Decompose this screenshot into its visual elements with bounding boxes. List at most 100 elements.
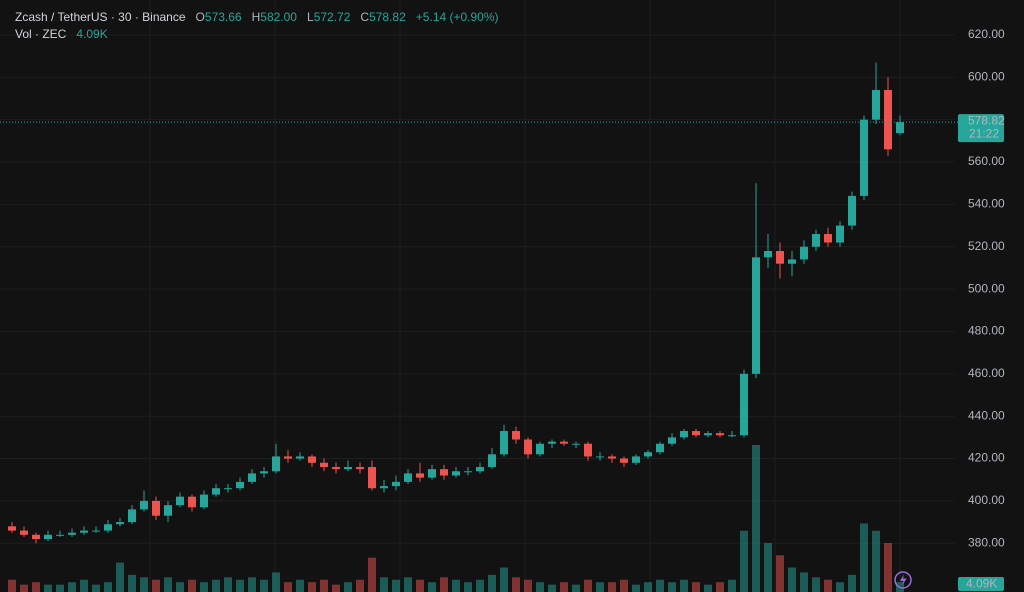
candle-body (680, 431, 688, 438)
candle-body (464, 471, 472, 473)
candle-body (800, 246, 808, 260)
y-tick-label: 620.00 (968, 27, 1005, 41)
low-value: 572.72 (313, 10, 351, 24)
volume-bar (68, 582, 76, 592)
candle-body (500, 431, 508, 455)
candle-body (212, 488, 220, 495)
candle-body (548, 441, 556, 444)
volume-bar (368, 557, 376, 592)
volume-bar (788, 567, 796, 592)
candle-body (140, 500, 148, 510)
candle-body (68, 532, 76, 535)
candle-body (884, 90, 892, 150)
volume-bar (380, 577, 388, 592)
candle-body (56, 534, 64, 536)
last-price-label: 578.82 (968, 113, 1005, 127)
y-tick-label: 560.00 (968, 154, 1005, 168)
volume-bar (20, 584, 28, 592)
candle-body (536, 443, 544, 455)
volume-row: Vol · ZEC 4.09K (15, 27, 108, 41)
candle-body (440, 469, 448, 476)
volume-label-box (958, 577, 1004, 591)
volume-bar (140, 577, 148, 592)
volume-bar (764, 543, 772, 592)
lightning-glyph (900, 574, 907, 586)
candle-body (116, 522, 124, 525)
candle-body (872, 90, 880, 120)
y-tick-label: 420.00 (968, 451, 1005, 465)
volume-bar (32, 582, 40, 592)
volume-bar (8, 579, 16, 592)
volume-bar (596, 582, 604, 592)
candle-body (236, 481, 244, 489)
volume-bar (548, 584, 556, 592)
candle-body (728, 435, 736, 437)
candle-body (80, 530, 88, 533)
volume-bar (860, 523, 868, 592)
volume-bar (800, 572, 808, 592)
volume-bar (716, 582, 724, 592)
volume-bar (212, 579, 220, 592)
candle-body (452, 471, 460, 476)
legend-row: Zcash / TetherUS · 30 · Binance O573.66 … (15, 10, 499, 24)
volume-value: 4.09K (76, 27, 108, 41)
candle-body (776, 250, 784, 264)
lightning-icon[interactable] (894, 571, 912, 589)
candle-body (92, 530, 100, 532)
candle-body (692, 431, 700, 436)
volume-bar (356, 579, 364, 592)
candle-body (104, 524, 112, 531)
open-value: 573.66 (204, 10, 242, 24)
c-label: C (360, 10, 370, 24)
candle-body (128, 509, 136, 523)
volume-bar (92, 584, 100, 592)
volume-bar (80, 579, 88, 592)
candle-body (860, 119, 868, 196)
candle-body (296, 456, 304, 459)
candle-body (308, 456, 316, 463)
volume-bar (608, 582, 616, 592)
candle-body (836, 225, 844, 243)
change: +5.14 (+0.90%) (415, 10, 499, 24)
volume-bar (428, 582, 436, 592)
y-tick-label: 380.00 (968, 535, 1005, 549)
candle-body (188, 496, 196, 508)
candle-body (32, 534, 40, 540)
candle-body (620, 458, 628, 463)
volume-bar (344, 582, 352, 592)
candle-body (272, 456, 280, 472)
price-axis: 380.00 400.00 420.00 440.00 460.00 480.00 500.… (0, 27, 1005, 591)
volume-bar (320, 579, 328, 592)
volume-bar (116, 562, 124, 592)
volume-bar (104, 582, 112, 592)
y-tick-label: 540.00 (968, 197, 1005, 211)
volume-bar (572, 584, 580, 592)
volume-bar (416, 579, 424, 592)
volume-bar (620, 579, 628, 592)
candle-body (740, 373, 748, 436)
candle-body (356, 467, 364, 470)
candle-body (812, 234, 820, 247)
candle-body (260, 471, 268, 474)
y-tick-label: 400.00 (968, 493, 1005, 507)
volume-bar (500, 567, 508, 592)
volume-bar (224, 577, 232, 592)
candle-body (752, 257, 760, 374)
volume-bar (668, 582, 676, 592)
volume-bar (836, 582, 844, 592)
volume-bar (332, 584, 340, 592)
volume-bar (728, 579, 736, 592)
candle-body (320, 462, 328, 468)
y-tick-label: 600.00 (968, 69, 1005, 83)
volume-bar (656, 579, 664, 592)
volume-bar (452, 579, 460, 592)
y-tick-label: 440.00 (968, 408, 1005, 422)
candle-body (44, 534, 52, 540)
candle-body (284, 456, 292, 459)
volume-bars (8, 445, 904, 592)
candle-body (560, 441, 568, 444)
candle-body (428, 469, 436, 478)
volume-bar (824, 579, 832, 592)
volume-bar (812, 577, 820, 592)
volume-bar (296, 579, 304, 592)
